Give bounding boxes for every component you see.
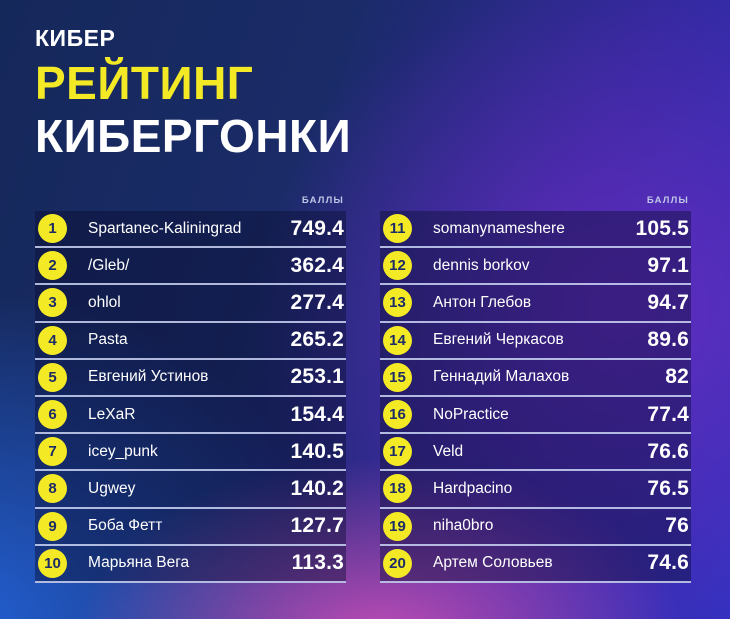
table-row: 5 Евгений Устинов 253.1 (35, 359, 346, 397)
player-name: Боба Фетт (88, 517, 163, 535)
player-name: niha0bro (433, 517, 494, 535)
table-row: 3 ohlol 277.4 (35, 285, 346, 323)
table-row: 19 niha0bro 76 (380, 508, 691, 546)
player-name: Veld (433, 442, 464, 460)
table-row: 12 dennis borkov 97.1 (380, 248, 691, 286)
player-score: 77.4 (647, 402, 689, 426)
rank-badge: 4 (38, 325, 67, 355)
rank-badge: 9 (38, 511, 67, 541)
rank-badge: 1 (38, 214, 67, 244)
player-name: Артем Соловьев (433, 554, 553, 572)
player-name: Евгений Устинов (88, 368, 209, 386)
player-name: dennis borkov (433, 256, 530, 274)
player-score: 127.7 (290, 514, 344, 538)
table-row: 9 Боба Фетт 127.7 (35, 508, 346, 546)
player-name: Ugwey (88, 479, 136, 497)
table-row: 16 NoPractice 77.4 (380, 396, 691, 435)
player-score: 265.2 (290, 328, 344, 352)
player-score: 113.3 (291, 551, 344, 575)
title-line-rating: РЕЙТИНГ (35, 57, 254, 109)
score-column-header: БАЛЛЫ (301, 195, 344, 206)
rank-badge: 5 (38, 362, 67, 392)
table-row: 20 Артем Соловьев 74.6 (380, 545, 691, 583)
rank-badge: 16 (383, 400, 412, 430)
rows-left: 1 Spartanec-Kaliningrad 749.4 2 /Gleb/ 3… (35, 211, 346, 583)
rank-badge: 6 (38, 400, 67, 430)
score-column-header: БАЛЛЫ (646, 195, 689, 206)
player-name: icey_punk (88, 442, 158, 460)
player-name: somanynameshere (433, 219, 565, 237)
player-score: 140.5 (290, 439, 344, 463)
leaderboard: БАЛЛЫ 1 Spartanec-Kaliningrad 749.4 2 /G… (35, 195, 691, 583)
table-row: 1 Spartanec-Kaliningrad 749.4 (35, 211, 346, 249)
table-row: 4 Pasta 265.2 (35, 322, 346, 360)
table-row: 2 /Gleb/ 362.4 (35, 248, 346, 286)
player-score: 154.4 (290, 402, 344, 426)
table-row: 6 LeXaR 154.4 (35, 396, 346, 435)
rows-right: 11 somanynameshere 105.5 12 dennis borko… (380, 211, 691, 583)
rank-badge: 12 (383, 251, 412, 281)
player-name: /Gleb/ (88, 256, 130, 274)
player-score: 74.6 (647, 551, 689, 575)
player-score: 105.5 (635, 216, 689, 240)
player-score: 253.1 (290, 365, 344, 389)
page-title: РЕЙТИНГ КИБЕРГОНКИ (35, 57, 351, 163)
table-row: 11 somanynameshere 105.5 (380, 211, 691, 249)
table-row: 10 Марьяна Вега 113.3 (35, 545, 346, 583)
table-row: 18 Hardpacino 76.5 (380, 471, 691, 509)
rank-badge: 14 (383, 325, 412, 355)
rank-badge: 2 (38, 251, 67, 281)
player-score: 277.4 (290, 290, 344, 314)
rank-badge: 11 (383, 214, 412, 244)
rank-badge: 19 (383, 511, 412, 541)
player-name: Pasta (88, 331, 128, 349)
player-score: 140.2 (290, 476, 344, 500)
player-name: ohlol (88, 293, 121, 311)
table-row: 8 Ugwey 140.2 (35, 471, 346, 509)
table-row: 14 Евгений Черкасов 89.6 (380, 322, 691, 360)
table-row: 7 icey_punk 140.5 (35, 434, 346, 472)
table-row: 17 Veld 76.6 (380, 434, 691, 472)
rank-badge: 13 (383, 288, 412, 318)
leaderboard-column-right: БАЛЛЫ 11 somanynameshere 105.5 12 dennis… (380, 195, 691, 583)
rank-badge: 3 (38, 288, 67, 318)
player-score: 76 (665, 514, 689, 538)
player-score: 76.5 (647, 476, 689, 500)
player-score: 97.1 (647, 253, 689, 277)
rank-badge: 17 (383, 437, 412, 467)
rank-badge: 10 (38, 548, 67, 578)
rank-badge: 18 (383, 474, 412, 504)
rank-badge: 8 (38, 474, 67, 504)
rank-badge: 15 (383, 362, 412, 392)
player-score: 82 (665, 365, 689, 389)
table-row: 13 Антон Глебов 94.7 (380, 285, 691, 323)
player-name: Hardpacino (433, 479, 513, 497)
player-score: 89.6 (647, 328, 689, 352)
player-name: NoPractice (433, 405, 509, 423)
player-score: 362.4 (290, 253, 344, 277)
player-name: Геннадий Малахов (433, 368, 570, 386)
player-name: LeXaR (88, 405, 136, 423)
player-name: Евгений Черкасов (433, 331, 564, 349)
player-name: Марьяна Вега (88, 554, 190, 572)
rank-badge: 7 (38, 437, 67, 467)
player-name: Spartanec-Kaliningrad (88, 219, 242, 237)
table-row: 15 Геннадий Малахов 82 (380, 359, 691, 397)
player-score: 76.6 (647, 439, 689, 463)
leaderboard-column-left: БАЛЛЫ 1 Spartanec-Kaliningrad 749.4 2 /G… (35, 195, 346, 583)
player-score: 749.4 (290, 216, 344, 240)
player-name: Антон Глебов (433, 293, 532, 311)
title-line-cyberrace: КИБЕРГОНКИ (35, 110, 352, 162)
player-score: 94.7 (647, 290, 689, 314)
rank-badge: 20 (383, 548, 412, 578)
kiber-logo: КИБЕР (35, 25, 116, 51)
